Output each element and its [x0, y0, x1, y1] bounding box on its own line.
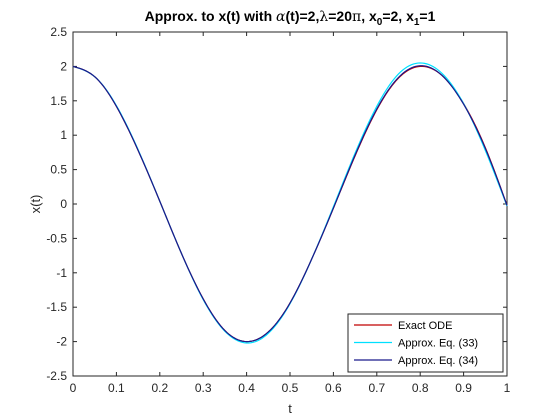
y-tick-label: 0: [60, 197, 67, 211]
x-axis-ticks: 0 0.1 0.2 0.3 0.4 0.5 0.6 0.7 0.8 0.9 1: [70, 32, 511, 395]
x-tick-label: 0.7: [368, 381, 385, 395]
x-tick-label: 0: [70, 381, 77, 395]
y-tick-label: -1.5: [46, 300, 67, 314]
title-x0-sub: 0: [377, 17, 383, 28]
title-x0-val: =2, x: [382, 8, 414, 24]
y-tick-label: 0.5: [50, 163, 67, 177]
series-line-3: [72, 65, 508, 343]
title-prefix: Approx. to x(t) with: [145, 8, 276, 24]
chart-title: Approx. to x(t) with α(t)=2,λ=20π, x0=2,…: [145, 8, 436, 28]
x-tick-label: 0.1: [108, 381, 125, 395]
x-tick-label: 0.5: [282, 381, 299, 395]
title-lambda: λ: [319, 9, 328, 25]
series-group: [72, 62, 508, 344]
x-tick-label: 0.2: [151, 381, 168, 395]
legend-box: [347, 313, 504, 373]
legend-label: Approx. Eq. (33): [398, 338, 478, 350]
y-tick-label: 2: [60, 59, 67, 73]
y-tick-label: -2: [56, 335, 67, 349]
legend-label: Exact ODE: [398, 320, 452, 332]
y-tick-label: 1.5: [50, 94, 67, 108]
x-tick-label: 1: [504, 381, 511, 395]
title-x1-val: =1: [419, 8, 435, 24]
legend: Exact ODE Approx. Eq. (33) Approx. Eq. (34…: [347, 313, 504, 373]
y-tick-label: 1: [60, 128, 67, 142]
x-tick-label: 0.6: [325, 381, 342, 395]
title-x1-sub: 1: [414, 17, 420, 28]
y-axis-label: x(t): [28, 195, 43, 214]
x-tick-label: 0.9: [455, 381, 472, 395]
title-x0: , x: [361, 8, 377, 24]
y-axis-ticks: -2.5 -2 -1.5 -1 -0.5 0 0.5 1 1.5 2 2.5: [46, 25, 507, 383]
x-tick-label: 0.8: [412, 381, 429, 395]
legend-label: Approx. Eq. (34): [398, 355, 478, 367]
title-alpha: α: [276, 9, 286, 25]
x-axis-label: t: [288, 401, 292, 416]
title-alpha-t: (t)=2,: [286, 8, 320, 24]
title-lambda-val: =20: [328, 8, 352, 24]
x-tick-label: 0.4: [238, 381, 255, 395]
y-tick-label: -1: [56, 266, 67, 280]
y-tick-label: -0.5: [46, 231, 67, 245]
y-tick-label: 2.5: [50, 25, 67, 39]
y-tick-label: -2.5: [46, 369, 67, 383]
x-tick-label: 0.3: [195, 381, 212, 395]
title-pi: π: [352, 9, 361, 25]
